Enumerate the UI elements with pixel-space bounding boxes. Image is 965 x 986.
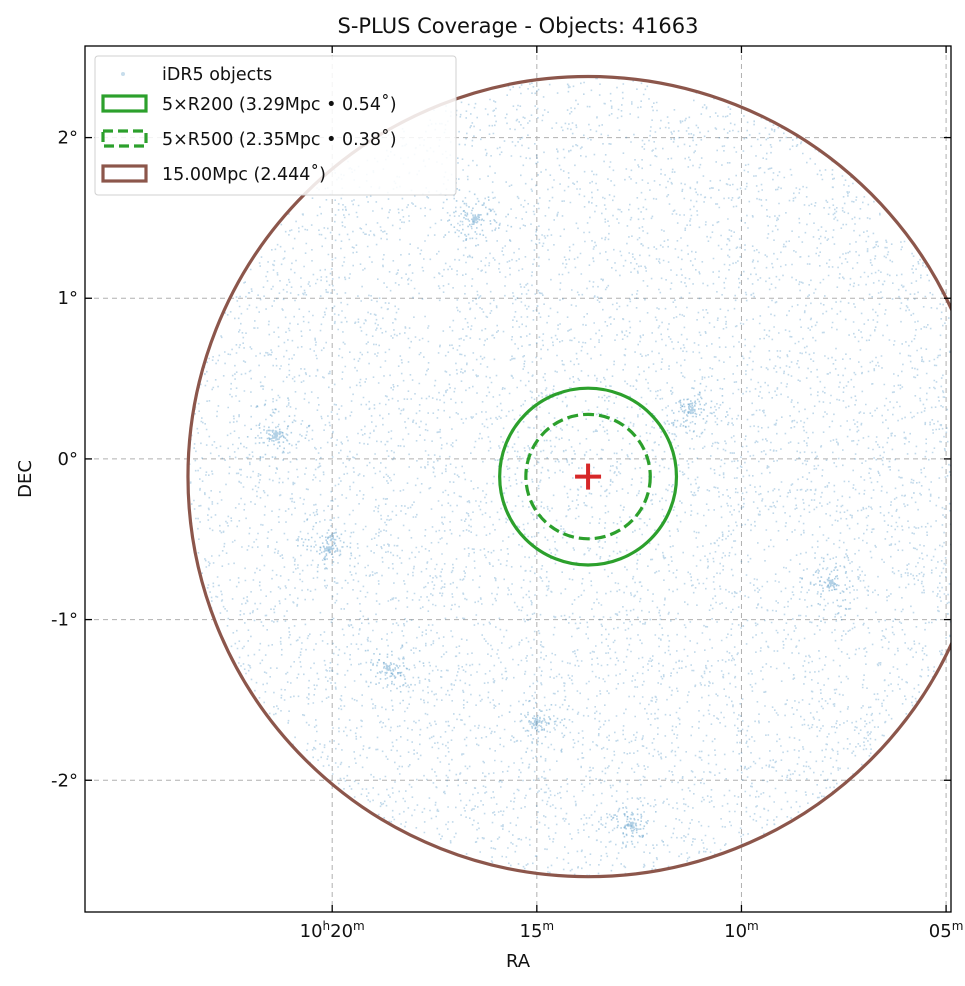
legend-marker-15mpc — [101, 164, 148, 183]
axis-ticks: 10h20m 15m 10m 05m 2° 1° 0° -1° -2° — [51, 46, 963, 942]
y-tick-label: 0° — [58, 449, 78, 470]
x-tick-label: 10h20m — [300, 919, 365, 942]
x-tick-label: 15m — [520, 919, 555, 942]
y-tick-label: -1° — [51, 610, 78, 631]
legend-label-r500: 5×R500 (2.35Mpc • 0.38˚) — [162, 129, 397, 150]
legend-frame — [94, 55, 457, 196]
plot-frame — [84, 45, 952, 913]
circles-layer — [186, 75, 951, 879]
legend-marker-r200 — [101, 94, 148, 113]
y-tick-label: -2° — [51, 770, 78, 791]
data-points-dense — [240, 189, 860, 848]
marker-layer — [575, 463, 602, 490]
center-marker — [575, 463, 602, 490]
y-tick-label: 2° — [58, 128, 78, 149]
x-tick-label: 05m — [929, 919, 964, 942]
data-points — [188, 75, 951, 877]
x-tick-label: 10m — [724, 919, 759, 942]
legend-label-15mpc: 15.00Mpc (2.444˚) — [162, 164, 326, 185]
circle-5xr500 — [524, 412, 652, 541]
chart-title: S-PLUS Coverage - Objects: 41663 — [337, 14, 698, 38]
legend-marker-r500 — [101, 129, 148, 148]
legend-marker-points — [121, 72, 125, 76]
y-axis-label: DEC — [15, 460, 36, 498]
y-tick-label: 1° — [58, 288, 78, 309]
legend: iDR5 objects 5×R200 (3.29Mpc • 0.54˚) 5×… — [94, 55, 457, 196]
points-layer — [188, 75, 951, 877]
x-axis-label: RA — [506, 951, 531, 972]
legend-label-points: iDR5 objects — [162, 65, 272, 85]
legend-label-r200: 5×R200 (3.29Mpc • 0.54˚) — [162, 94, 397, 115]
circle-5xr200 — [498, 386, 679, 567]
circle-15mpc — [186, 75, 951, 879]
